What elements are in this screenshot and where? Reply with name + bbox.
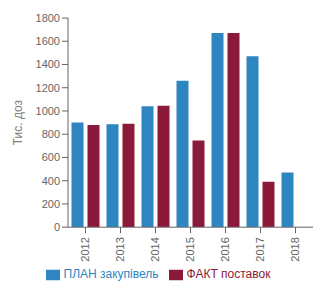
svg-text:1600: 1600: [36, 35, 60, 47]
svg-text:2014: 2014: [149, 237, 161, 261]
svg-text:800: 800: [42, 128, 60, 140]
svg-text:2016: 2016: [219, 237, 231, 261]
svg-text:1800: 1800: [36, 12, 60, 24]
svg-text:2012: 2012: [79, 237, 91, 261]
svg-text:2013: 2013: [114, 237, 126, 261]
svg-text:1000: 1000: [36, 105, 60, 117]
svg-text:200: 200: [42, 198, 60, 210]
svg-text:2018: 2018: [289, 237, 301, 261]
svg-text:2015: 2015: [184, 237, 196, 261]
svg-text:400: 400: [42, 175, 60, 187]
svg-text:1200: 1200: [36, 82, 60, 94]
html-text:ФАКТ поставок: ФАКТ поставок: [186, 267, 271, 282]
svg-text:600: 600: [42, 151, 60, 163]
svg-text:2017: 2017: [254, 237, 266, 261]
svg-text:Тис. доз: Тис. доз: [11, 99, 25, 145]
svg-text:0: 0: [54, 221, 60, 233]
html-text:ПЛАН закупівель: ПЛАН закупівель: [63, 267, 159, 282]
svg-text:1400: 1400: [36, 58, 60, 70]
